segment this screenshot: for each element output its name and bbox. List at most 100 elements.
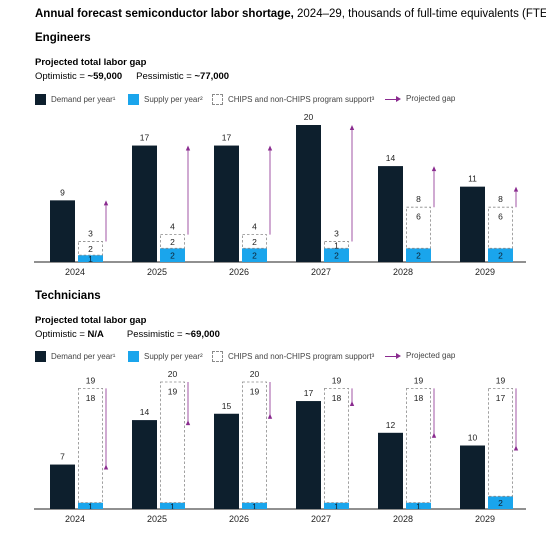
gap-arrow-head: [431, 166, 437, 172]
demand-bar: [296, 125, 321, 262]
demand-value-label: 14: [386, 153, 396, 163]
gap-arrow-head: [185, 420, 191, 426]
legend-demand: Demand per year¹: [35, 351, 115, 362]
demand-swatch: [35, 94, 46, 105]
demand-bar: [132, 145, 157, 262]
technicians-gap-values: Optimistic = N/A Pessimistic = ~69,000: [35, 329, 220, 340]
stack-total-label: 3: [88, 228, 93, 238]
gap-arrow-head: [185, 145, 191, 151]
supply-value-label: 1: [88, 254, 93, 264]
chips-swatch: [212, 94, 223, 105]
demand-bar: [378, 166, 403, 262]
chips-box: [160, 381, 185, 504]
demand-value-label: 17: [222, 133, 232, 143]
engineers-heading: Engineers: [35, 32, 91, 44]
demand-value-label: 9: [60, 187, 65, 197]
x-tick-label: 2029: [475, 267, 495, 277]
chips-value-label: 2: [88, 244, 93, 254]
chips-box: [324, 387, 349, 504]
supply-value-label: 1: [334, 501, 339, 511]
legend-gap: Projected gap: [385, 94, 455, 103]
stack-total-label: 4: [170, 222, 175, 232]
x-tick-label: 2027: [311, 514, 331, 524]
supply-value-label: 1: [416, 501, 421, 511]
gap-arrow-head: [267, 413, 273, 419]
chart-title: Annual forecast semiconductor labor shor…: [35, 8, 546, 20]
demand-value-label: 7: [60, 452, 65, 462]
chips-box: [406, 387, 431, 504]
stack-total-label: 8: [416, 194, 421, 204]
supply-value-label: 1: [170, 501, 175, 511]
engineers-gap-values: Optimistic = ~59,000 Pessimistic = ~77,00…: [35, 71, 230, 82]
chips-value-label: 18: [414, 393, 424, 403]
demand-bar: [214, 145, 239, 262]
demand-bar: [132, 420, 157, 509]
supply-value-label: 2: [334, 251, 339, 261]
demand-value-label: 10: [468, 433, 478, 443]
supply-swatch: [128, 351, 139, 362]
chips-box: [78, 387, 103, 504]
legend-chips: CHIPS and non-CHIPS program support³: [212, 94, 374, 105]
demand-value-label: 14: [140, 407, 150, 417]
gap-arrow-head: [349, 125, 355, 130]
demand-value-label: 11: [468, 174, 477, 184]
supply-value-label: 1: [252, 501, 257, 511]
x-tick-label: 2026: [229, 267, 249, 277]
demand-bar: [50, 200, 75, 262]
legend-demand: Demand per year¹: [35, 94, 115, 105]
chips-box: [242, 381, 267, 504]
gap-arrow-head: [103, 464, 109, 470]
chips-value-label: 19: [168, 387, 178, 397]
x-tick-label: 2029: [475, 514, 495, 524]
x-tick-label: 2025: [147, 514, 167, 524]
x-tick-label: 2024: [65, 267, 85, 277]
x-tick-label: 2028: [393, 267, 413, 277]
stack-total-label: 19: [332, 375, 342, 385]
supply-bar: [78, 255, 103, 262]
chips-box: [242, 234, 267, 249]
demand-value-label: 17: [304, 388, 314, 398]
gap-arrow-icon: [385, 95, 401, 103]
technicians-heading: Technicians: [35, 290, 101, 302]
supply-bar: [488, 496, 513, 509]
stack-total-label: 3: [334, 228, 339, 238]
supply-value-label: 2: [252, 251, 257, 261]
chips-box: [488, 206, 513, 249]
chips-value-label: 18: [332, 393, 342, 403]
demand-bar: [50, 464, 75, 509]
supply-bar: [324, 502, 349, 509]
demand-value-label: 15: [222, 401, 232, 411]
gap-arrow-head: [103, 200, 109, 206]
stack-total-label: 19: [86, 375, 96, 385]
chips-value-label: 1: [334, 240, 339, 250]
chips-value-label: 6: [416, 212, 421, 222]
stack-total-label: 20: [168, 369, 178, 379]
x-tick-label: 2026: [229, 514, 249, 524]
gap-arrow-head: [349, 401, 355, 407]
supply-bar: [242, 248, 267, 262]
chips-box: [406, 206, 431, 249]
technicians-gap-title: Projected total labor gap: [35, 315, 147, 326]
supply-swatch: [128, 94, 139, 105]
stack-total-label: 19: [496, 375, 506, 385]
supply-bar: [160, 248, 185, 262]
stack-total-label: 19: [414, 375, 424, 385]
chips-value-label: 18: [86, 393, 96, 403]
gap-arrow-head: [431, 432, 437, 438]
demand-bar: [296, 401, 321, 509]
demand-bar: [460, 186, 485, 262]
supply-bar: [488, 248, 513, 262]
chips-value-label: 2: [252, 237, 257, 247]
supply-bar: [324, 248, 349, 262]
chips-value-label: 19: [250, 387, 260, 397]
supply-value-label: 2: [498, 498, 503, 508]
supply-bar: [160, 502, 185, 509]
legend-supply: Supply per year²: [128, 94, 203, 105]
demand-value-label: 20: [304, 112, 314, 122]
chips-box: [78, 241, 103, 256]
x-tick-label: 2024: [65, 514, 85, 524]
supply-value-label: 2: [416, 251, 421, 261]
legend-supply: Supply per year²: [128, 351, 203, 362]
stack-total-label: 20: [250, 369, 260, 379]
stack-total-label: 4: [252, 222, 257, 232]
